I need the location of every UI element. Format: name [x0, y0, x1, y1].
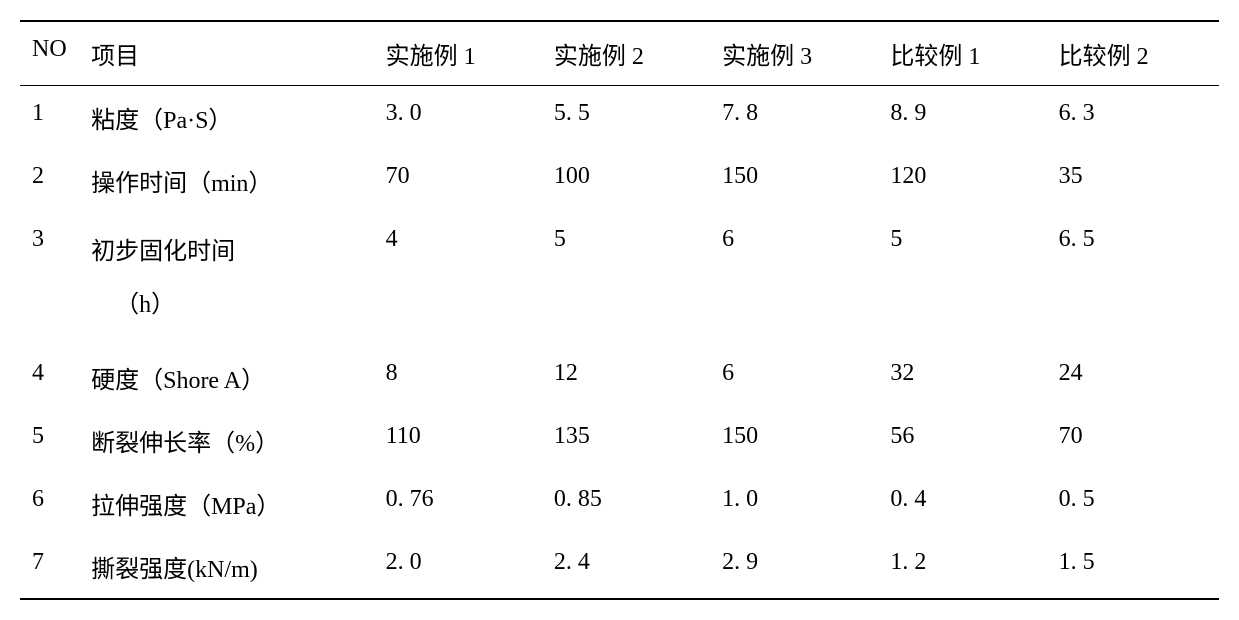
cell-value: 6 — [714, 212, 882, 346]
cell-value: 150 — [714, 149, 882, 212]
col-header-cmp1: 比较例 1 — [882, 21, 1050, 86]
cell-item: 硬度（Shore A） — [83, 346, 377, 409]
col-header-no: NO — [20, 21, 83, 86]
cell-value: 1. 2 — [882, 535, 1050, 599]
cell-value: 6. 3 — [1051, 86, 1219, 150]
cell-item: 粘度（Pa·S） — [83, 86, 377, 150]
cell-value: 0. 85 — [546, 472, 714, 535]
cell-value: 0. 5 — [1051, 472, 1219, 535]
cell-value: 8 — [378, 346, 546, 409]
table-row: 1粘度（Pa·S）3. 05. 57. 88. 96. 3 — [20, 86, 1219, 150]
cell-value: 100 — [546, 149, 714, 212]
table-header-row: NO 项目 实施例 1 实施例 2 实施例 3 比较例 1 比较例 2 — [20, 21, 1219, 86]
cell-item: 初步固化时间（h） — [83, 212, 377, 346]
cell-value: 110 — [378, 409, 546, 472]
data-table: NO 项目 实施例 1 实施例 2 实施例 3 比较例 1 比较例 2 1粘度（… — [20, 20, 1219, 600]
cell-value: 56 — [882, 409, 1050, 472]
cell-value: 4 — [378, 212, 546, 346]
cell-value: 2. 9 — [714, 535, 882, 599]
table-row: 7撕裂强度(kN/m)2. 02. 42. 91. 21. 5 — [20, 535, 1219, 599]
cell-value: 24 — [1051, 346, 1219, 409]
table-row: 5断裂伸长率（%）1101351505670 — [20, 409, 1219, 472]
cell-no: 7 — [20, 535, 83, 599]
cell-value: 1. 0 — [714, 472, 882, 535]
cell-value: 35 — [1051, 149, 1219, 212]
cell-item: 断裂伸长率（%） — [83, 409, 377, 472]
col-header-ex1: 实施例 1 — [378, 21, 546, 86]
cell-value: 5 — [546, 212, 714, 346]
cell-value: 6. 5 — [1051, 212, 1219, 346]
cell-value: 7. 8 — [714, 86, 882, 150]
cell-value: 0. 4 — [882, 472, 1050, 535]
cell-value: 70 — [1051, 409, 1219, 472]
cell-item: 操作时间（min） — [83, 149, 377, 212]
cell-value: 0. 76 — [378, 472, 546, 535]
cell-value: 120 — [882, 149, 1050, 212]
cell-value: 8. 9 — [882, 86, 1050, 150]
cell-no: 3 — [20, 212, 83, 346]
table-body: 1粘度（Pa·S）3. 05. 57. 88. 96. 32操作时间（min）7… — [20, 86, 1219, 599]
cell-value: 12 — [546, 346, 714, 409]
cell-item: 撕裂强度(kN/m) — [83, 535, 377, 599]
table-row: 6拉伸强度（MPa）0. 760. 851. 00. 40. 5 — [20, 472, 1219, 535]
table-row: 2操作时间（min）7010015012035 — [20, 149, 1219, 212]
cell-value: 2. 0 — [378, 535, 546, 599]
cell-value: 1. 5 — [1051, 535, 1219, 599]
col-header-ex3: 实施例 3 — [714, 21, 882, 86]
cell-value: 135 — [546, 409, 714, 472]
cell-value: 5 — [882, 212, 1050, 346]
table-row: 3初步固化时间（h）45656. 5 — [20, 212, 1219, 346]
cell-value: 3. 0 — [378, 86, 546, 150]
col-header-cmp2: 比较例 2 — [1051, 21, 1219, 86]
cell-no: 1 — [20, 86, 83, 150]
cell-no: 6 — [20, 472, 83, 535]
cell-no: 5 — [20, 409, 83, 472]
table-row: 4硬度（Shore A）81263224 — [20, 346, 1219, 409]
col-header-ex2: 实施例 2 — [546, 21, 714, 86]
cell-no: 4 — [20, 346, 83, 409]
cell-value: 2. 4 — [546, 535, 714, 599]
cell-value: 5. 5 — [546, 86, 714, 150]
cell-item: 拉伸强度（MPa） — [83, 472, 377, 535]
cell-no: 2 — [20, 149, 83, 212]
cell-value: 150 — [714, 409, 882, 472]
cell-value: 32 — [882, 346, 1050, 409]
cell-value: 70 — [378, 149, 546, 212]
col-header-item: 项目 — [83, 21, 377, 86]
cell-value: 6 — [714, 346, 882, 409]
